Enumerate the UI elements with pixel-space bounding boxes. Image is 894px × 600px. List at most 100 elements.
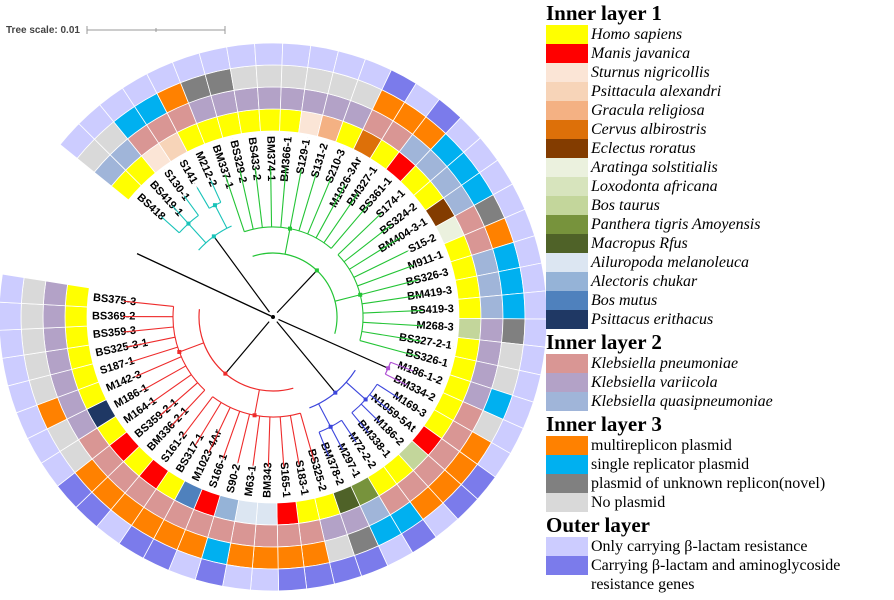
ring-inner3-plasmid-segment [255,64,283,88]
ring-inner3-plasmid-segment [229,65,258,91]
ring-inner2-species-segment [42,326,68,353]
legend-label: Carrying β-lactam and aminoglycoside res… [591,557,841,593]
legend-item: Only carrying β-lactam resistance [546,537,894,556]
green-clade-connector [284,228,291,255]
ring-inner3-plasmid-segment [20,277,47,305]
tip-guide-line [177,445,196,474]
tree-root-branch [276,269,318,314]
ring-outer-resistance-segment [0,301,22,331]
tip-guide-line [147,426,171,452]
tip-guide-line [418,271,451,281]
red-clade-tip-branch [129,346,178,363]
legend-item: multireplicon plasmid [546,436,894,455]
ring-inner2-species-segment [257,86,282,110]
ring-inner3-plasmid-segment [501,318,526,346]
ring-inner1-host-segment [454,275,481,300]
tip-guide-line [412,370,444,384]
legend-label: Alectoris chukar [591,273,698,290]
blue-clade-tip-branch [369,394,391,412]
red-clade-tip-branch [123,326,174,333]
taxon-label: BM366-1 [279,136,295,182]
legend-item: single replicator plasmid [546,455,894,474]
green-clade-tip-branch [362,321,423,327]
tree-root-line [136,253,272,317]
ring-inner2-species-segment [476,271,503,298]
tree-root-branch [278,318,389,369]
ring-inner1-host-segment [258,108,281,132]
legend-swatch [546,272,588,291]
legend-item: Bos taurus [546,196,894,215]
legend-swatch [546,291,588,310]
legend-label: Bos taurus [591,197,660,214]
taxon-label: BS419-3 [410,303,454,317]
legend-label: No plasmid [591,494,666,511]
tip-guide-line [420,340,454,347]
legend-item: Klebsiella pneumoniae [546,354,894,373]
violet-clade-tip-branch [390,361,414,372]
tree-scale-label: Tree scale: 0.01 [6,24,80,36]
tip-guide-line [330,147,344,179]
tip-guide-line [421,289,455,296]
tip-guide-line [136,194,162,217]
tree-hub [271,315,275,319]
ring-inner1-host-segment [279,108,303,134]
tree-scale: Tree scale: 0.01 [6,24,226,36]
legend-swatch [546,120,588,139]
tree-node-square [252,413,257,418]
tip-guide-line [413,253,445,266]
legend-label: Klebsiella pneumoniae [591,355,739,372]
taxon-label: BS375-3 [92,292,136,309]
red-clade-tip-branch [150,374,192,404]
red-clade-tip-branch [170,389,206,428]
legend-swatch [546,215,588,234]
teal-clade-tip-branch [183,195,199,216]
teal-clade-connector [214,204,228,229]
red-clade-tip-branch [289,415,300,465]
tip-guide-line [90,297,124,302]
taxon-label: BS369-2 [92,310,135,322]
tip-guide-line [391,204,418,226]
ring-outer-resistance-segment [519,262,547,294]
legend-swatch [546,82,588,101]
tip-guide-line [300,137,308,170]
red-clade-tip-branch [222,411,241,459]
legend-label: Homo sapiens [591,26,683,43]
red-clade-tip-branch [237,414,251,463]
legend-swatch [546,537,588,556]
legend-swatch [546,196,588,215]
tip-guide-line [315,141,327,174]
legend-item: Alectoris chukar [546,272,894,291]
tip-guide-line [248,465,254,499]
legend-swatch [546,493,588,512]
ring-outer-resistance-segment [523,318,548,348]
blue-clade-tip-branch [360,403,381,423]
legend-label: Cervus albirostris [591,121,707,138]
legend-item: Loxodonta africana [546,177,894,196]
green-clade-tip-branch [224,174,245,232]
tip-guide-line [90,331,124,336]
green-clade-tip-branch [362,309,423,314]
legend-swatch [546,139,588,158]
ring-inner1-host-segment [276,501,300,526]
green-clade-tip-branch [307,178,332,235]
green-clade-tip-branch [254,167,263,228]
legend-swatch [546,310,588,329]
tree-scale-bar [86,26,226,34]
legend-label: Klebsiella quasipneumoniae [591,393,773,410]
tree-node-square [212,203,217,208]
tip-guide-line [285,134,290,168]
ring-inner2-species-segment [298,519,326,546]
tree-node-square [177,349,182,354]
red-clade-arc [198,309,294,392]
ring-inner1-host-segment [255,501,278,526]
blue-clade-tip-branch [376,383,400,399]
green-clade-tip-branch [330,202,371,249]
ring-inner2-species-segment [42,280,69,307]
teal-clade-tip-branch [161,216,180,234]
blue-clade-tip-branch [318,431,330,457]
blue-clade-connector [318,403,332,428]
tip-guide-line [180,158,198,188]
legend-label: single replicator plasmid [591,456,750,473]
legend-item: Homo sapiens [546,25,894,44]
ring-outer-resistance-segment [250,567,280,592]
